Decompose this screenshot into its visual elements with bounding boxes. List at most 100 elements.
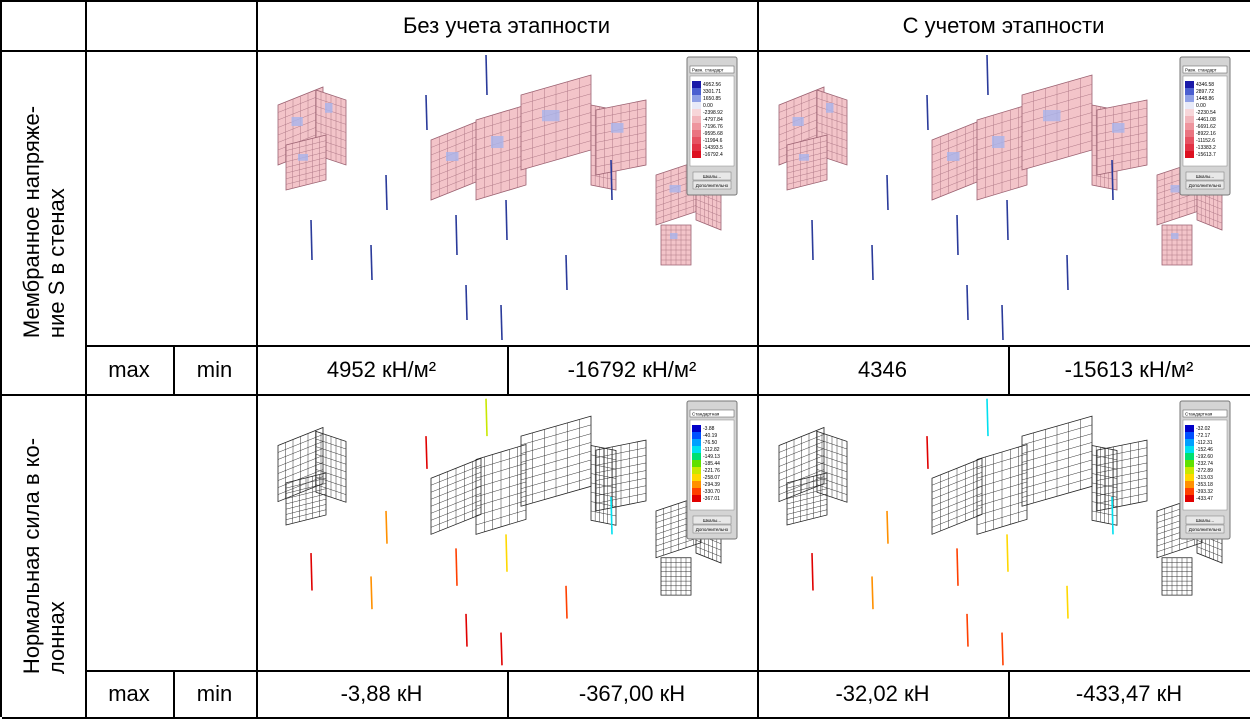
wall-grid <box>430 127 482 148</box>
header-cell: Без учета этапности <box>256 2 759 52</box>
wall-grid <box>315 114 347 125</box>
legend-button <box>692 180 732 190</box>
wall-grid <box>1096 140 1148 151</box>
stress-spot <box>291 117 303 126</box>
wall-grid <box>786 168 828 179</box>
legend-value: -221.76 <box>703 468 720 474</box>
model-view: Равн. стандарт4346.582897.721448.860.00-… <box>778 54 1231 341</box>
wall <box>976 443 1028 535</box>
legend-value: 0.00 <box>1196 103 1206 109</box>
wall-grid <box>931 172 983 193</box>
wall-grid <box>1021 459 1093 481</box>
legend-button <box>1185 524 1225 534</box>
wall-grid <box>1096 485 1148 496</box>
column <box>986 54 989 96</box>
legend-value: -40.19 <box>703 433 717 439</box>
wall-grid <box>520 121 592 143</box>
stress-spot <box>1112 123 1125 133</box>
wall-grid <box>285 140 327 151</box>
legend-value: 2897.72 <box>1196 89 1214 95</box>
legend-value: -313.03 <box>1196 475 1213 481</box>
wall-grid <box>595 477 647 489</box>
model-view: Равн. стандарт4952.563301.711650.850.00-… <box>277 54 738 341</box>
wall-grid <box>520 84 592 105</box>
wall-grid <box>430 472 482 493</box>
row-label-line: Мембранное напряже- <box>18 105 44 339</box>
wall-grid <box>595 455 647 466</box>
wall-grid <box>816 438 848 450</box>
wall-grid <box>778 434 825 453</box>
wall-grid <box>931 479 983 500</box>
wall-grid <box>1096 132 1148 143</box>
legend-swatch <box>1185 439 1194 446</box>
legend-value: -4461.08 <box>1196 117 1216 123</box>
wall-grid <box>315 476 347 488</box>
legend-value: -32.02 <box>1196 426 1210 432</box>
corner-cell <box>2 2 87 52</box>
wall-grid <box>1021 84 1093 105</box>
legend-scale-text: Стандартная <box>1185 412 1213 417</box>
legend-value: -14393.5 <box>703 145 723 151</box>
wall-grid <box>1196 546 1223 557</box>
wall-grid <box>277 448 324 467</box>
legend-value: -7196.76 <box>703 124 723 130</box>
wall-grid <box>931 507 983 528</box>
column <box>811 219 814 261</box>
legend-value: -4797.84 <box>703 117 723 123</box>
row-label-text: Нормальная сила в ко-лоннах <box>19 437 69 673</box>
column <box>926 436 929 469</box>
wall-grid <box>695 212 722 224</box>
wall-grid <box>520 140 592 161</box>
wall-grid <box>430 164 482 186</box>
legend-value: -149.13 <box>703 454 720 460</box>
wall-grid <box>277 124 324 143</box>
row-label: Нормальная сила в ко-лоннах <box>2 394 87 719</box>
wall-grid <box>1091 491 1118 498</box>
stress-spot <box>792 117 804 126</box>
legend-swatch <box>1185 432 1194 439</box>
wall-grid <box>595 132 647 143</box>
wall-grid <box>786 162 828 174</box>
column <box>465 613 468 647</box>
legend-button-text: Шкалы... <box>1196 518 1214 523</box>
wall-grid <box>1096 455 1148 466</box>
wall-grid <box>695 199 722 210</box>
column <box>966 613 969 647</box>
wall-grid <box>786 509 828 520</box>
wall-grid <box>786 157 828 168</box>
wall-grid <box>1021 121 1093 143</box>
wall-grid <box>590 463 617 470</box>
legend-value: -433.47 <box>1196 496 1213 502</box>
wall <box>816 430 848 503</box>
legend-swatch <box>1185 102 1194 109</box>
legend-swatch <box>1185 460 1194 467</box>
wall-grid <box>786 140 828 151</box>
column <box>1111 159 1114 201</box>
legend-value: -152.46 <box>1196 447 1213 453</box>
column <box>385 510 388 544</box>
wall-grid <box>520 131 592 152</box>
wall-grid <box>931 164 983 186</box>
wall-grid <box>1096 116 1148 127</box>
column <box>455 548 458 586</box>
wall-grid <box>475 453 527 470</box>
wall-grid <box>976 500 1028 516</box>
wall-grid <box>590 482 617 489</box>
legend-swatch <box>692 425 701 432</box>
legend-swatch <box>692 432 701 439</box>
wall-grid <box>285 174 327 185</box>
stress-spot <box>325 103 333 113</box>
legend-value: -9595.68 <box>703 131 723 137</box>
column <box>956 548 959 586</box>
legend-value: 4952.56 <box>703 82 721 88</box>
column <box>986 398 989 437</box>
column <box>310 219 313 261</box>
column <box>1006 534 1009 572</box>
legend-scale <box>689 409 735 418</box>
wall-grid <box>655 197 702 213</box>
wall-grid <box>778 101 825 121</box>
wall-grid <box>816 484 848 495</box>
value-cell: 4346 <box>757 345 1010 396</box>
wall-grid <box>1021 93 1093 114</box>
